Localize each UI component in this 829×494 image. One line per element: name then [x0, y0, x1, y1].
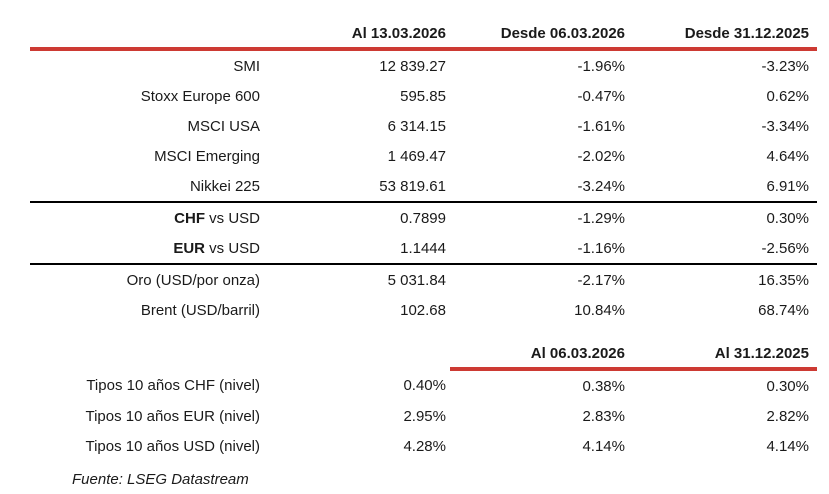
column-header-al-13-03-2026: Al 13.03.2026 — [260, 16, 450, 51]
row-label-text: Oro (USD/por onza) — [126, 271, 260, 289]
row-nikkei-225: Nikkei 225 53 819.61 -3.24% 6.91% — [30, 171, 817, 203]
cell-change-ytd: 0.30% — [766, 209, 809, 227]
cell-level: 102.68 — [400, 301, 446, 319]
row-eur-vs-usd: EUR vs USD 1.1444 -1.16% -2.56% — [30, 233, 817, 265]
row-label-text: Brent (USD/barril) — [140, 301, 260, 319]
header-empty-cell — [30, 16, 260, 51]
cell-level: 2.95% — [403, 407, 446, 425]
row-label: Oro (USD/por onza) — [30, 264, 260, 295]
cell-level: 6 314.15 — [387, 117, 446, 135]
cell-change-week: -2.02% — [577, 147, 625, 165]
row-smi: SMI 12 839.27 -1.96% -3.23% — [30, 49, 817, 81]
cell-change-week: -0.47% — [577, 87, 625, 105]
row-label: EUR vs USD — [30, 233, 260, 265]
cell-change-week: -3.24% — [450, 171, 629, 203]
cell-level: 12 839.27 — [379, 57, 446, 75]
row-label: Stoxx Europe 600 — [30, 81, 260, 111]
cell-change-ytd: -2.56% — [629, 233, 817, 265]
cell-level-year-end: 4.14% — [766, 437, 809, 455]
rates-header-row: Al 06.03.2026 Al 31.12.2025 — [30, 338, 817, 371]
main-header-row: Al 13.03.2026 Desde 06.03.2026 Desde 31.… — [30, 16, 817, 51]
row-label: MSCI Emerging — [30, 141, 260, 171]
row-brent: Brent (USD/barril) 102.68 10.84% 68.74% — [30, 295, 817, 325]
column-header-desde-06-03-2026: Desde 06.03.2026 — [450, 16, 629, 51]
row-oro: Oro (USD/por onza) 5 031.84 -2.17% 16.35… — [30, 264, 817, 295]
cell-level: 595.85 — [400, 87, 446, 105]
cell-change-week: -1.61% — [577, 117, 625, 135]
cell-level: 53 819.61 — [260, 171, 450, 203]
row-chf-vs-usd: CHF vs USD 0.7899 -1.29% 0.30% — [30, 202, 817, 233]
section-spacer — [30, 325, 817, 338]
column-header-desde-31-12-2025: Desde 31.12.2025 — [629, 16, 817, 51]
row-label-bold: CHF — [174, 209, 205, 227]
cell-change-ytd: 0.62% — [766, 87, 809, 105]
row-label: MSCI USA — [30, 111, 260, 141]
row-label: Tipos 10 años EUR (nivel) — [85, 407, 260, 425]
cell-level: 0.40% — [403, 376, 446, 394]
column-header-al-31-12-2025: Al 31.12.2025 — [629, 338, 817, 371]
cell-level: 1 469.47 — [387, 147, 446, 165]
cell-change-ytd: 16.35% — [758, 271, 809, 289]
column-header-al-06-03-2026: Al 06.03.2026 — [450, 338, 629, 371]
cell-level: 5 031.84 — [387, 271, 446, 289]
row-label-text: Stoxx Europe 600 — [140, 87, 260, 105]
header-empty-cell — [30, 338, 260, 369]
row-label-bold: EUR — [173, 239, 205, 257]
row-label: Tipos 10 años CHF (nivel) — [86, 376, 260, 394]
row-label-text: MSCI Emerging — [154, 147, 260, 165]
source-note: Fuente: LSEG Datastream — [72, 471, 249, 488]
row-tipos-10y-eur: Tipos 10 años EUR (nivel) 2.95% 2.83% 2.… — [30, 401, 817, 431]
cell-level-prev-week: 4.14% — [582, 437, 625, 455]
market-data-table: Al 13.03.2026 Desde 06.03.2026 Desde 31.… — [30, 16, 817, 461]
row-tipos-10y-usd: Tipos 10 años USD (nivel) 4.28% 4.14% 4.… — [30, 431, 817, 461]
cell-level-year-end: 2.82% — [766, 407, 809, 425]
cell-level-prev-week: 0.38% — [582, 377, 625, 395]
row-msci-usa: MSCI USA 6 314.15 -1.61% -3.34% — [30, 111, 817, 141]
row-label-text: Nikkei 225 — [189, 177, 260, 195]
cell-change-week: -2.17% — [577, 271, 625, 289]
row-label-text: vs USD — [204, 209, 260, 227]
cell-change-ytd: 4.64% — [766, 147, 809, 165]
row-tipos-10y-chf: Tipos 10 años CHF (nivel) 0.40% 0.38% 0.… — [30, 369, 817, 401]
header-empty-cell — [260, 338, 450, 369]
row-label-text: SMI — [233, 57, 260, 75]
row-label: Nikkei 225 — [30, 171, 260, 203]
cell-change-week: -1.96% — [577, 57, 625, 75]
cell-change-week: -1.29% — [577, 209, 625, 227]
row-label: Tipos 10 años USD (nivel) — [85, 437, 260, 455]
cell-change-ytd: -3.23% — [761, 57, 809, 75]
row-label: Brent (USD/barril) — [30, 295, 260, 325]
cell-level: 0.7899 — [400, 209, 446, 227]
cell-change-ytd: 6.91% — [629, 171, 817, 203]
cell-change-ytd: -3.34% — [761, 117, 809, 135]
cell-change-week: -1.16% — [450, 233, 629, 265]
row-label: CHF vs USD — [30, 202, 260, 233]
row-msci-emerging: MSCI Emerging 1 469.47 -2.02% 4.64% — [30, 141, 817, 171]
row-stoxx-europe-600: Stoxx Europe 600 595.85 -0.47% 0.62% — [30, 81, 817, 111]
cell-level: 1.1444 — [260, 233, 450, 265]
cell-level: 4.28% — [403, 437, 446, 455]
row-label-text: vs USD — [204, 239, 260, 257]
cell-change-week: 10.84% — [574, 301, 625, 319]
cell-change-ytd: 68.74% — [758, 301, 809, 319]
cell-level-year-end: 0.30% — [766, 377, 809, 395]
row-label-text: MSCI USA — [187, 117, 260, 135]
row-label: SMI — [30, 49, 260, 81]
cell-level-prev-week: 2.83% — [582, 407, 625, 425]
